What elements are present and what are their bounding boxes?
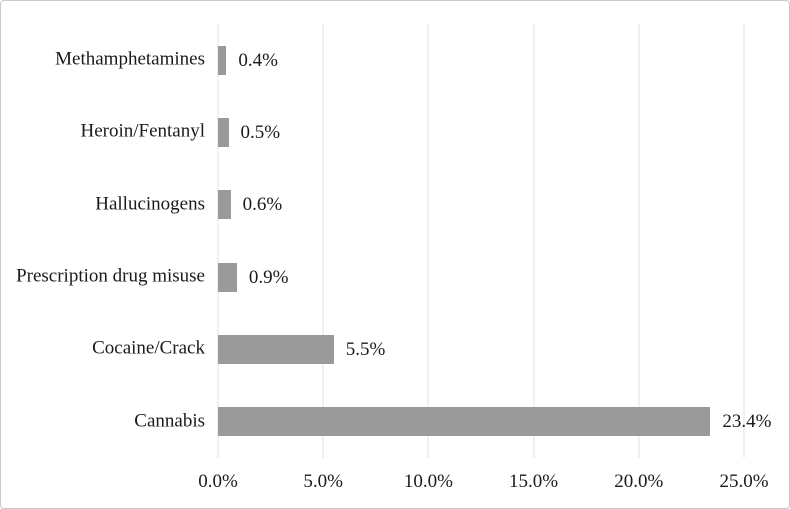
bar-row: Cocaine/Crack 5.5% xyxy=(92,313,744,385)
bar xyxy=(218,334,334,364)
bar-row: Heroin/Fentanyl 0.5% xyxy=(80,96,744,168)
bar xyxy=(218,45,227,75)
value-label: 0.6% xyxy=(242,194,283,216)
bar-row: Hallucinogens 0.6% xyxy=(95,169,744,241)
bar-row: Prescription drug misuse 0.9% xyxy=(16,241,744,313)
category-label: Cannabis xyxy=(134,410,205,432)
category-label: Heroin/Fentanyl xyxy=(80,121,205,143)
gridline xyxy=(427,24,429,458)
gridline xyxy=(638,24,640,458)
bar xyxy=(218,262,237,292)
gridline xyxy=(743,24,745,458)
value-label: 23.4% xyxy=(722,411,772,433)
category-label: Prescription drug misuse xyxy=(16,265,205,287)
x-tick-label: 20.0% xyxy=(614,471,664,492)
value-label: 5.5% xyxy=(345,338,386,360)
x-tick-label: 5.0% xyxy=(303,471,343,492)
bar xyxy=(218,117,229,147)
value-label: 0.4% xyxy=(238,49,278,71)
x-tick-label: 0.0% xyxy=(198,471,238,492)
gridlines xyxy=(217,24,745,458)
value-label: 0.9% xyxy=(248,266,289,288)
value-label: 0.5% xyxy=(240,121,281,143)
bar-row: Methamphetamines 0.4% xyxy=(55,24,744,96)
gridline xyxy=(533,24,535,458)
plot-area: Methamphetamines 0.4% Heroin/Fentanyl 0.5% H… xyxy=(16,24,771,491)
bar-rows: Methamphetamines 0.4% Heroin/Fentanyl 0.5% H… xyxy=(16,24,771,458)
gridline xyxy=(217,24,219,458)
x-tick-label: 15.0% xyxy=(509,471,559,492)
bar xyxy=(218,190,231,220)
bar-row: Cannabis 23.4% xyxy=(134,386,771,458)
category-label: Methamphetamines xyxy=(55,48,205,70)
gridline xyxy=(322,24,324,458)
category-label: Cocaine/Crack xyxy=(92,338,205,360)
category-label: Hallucinogens xyxy=(95,193,205,215)
x-axis: 0.0% 5.0% 10.0% 15.0% 20.0% 25.0% xyxy=(198,458,768,498)
x-tick-label: 10.0% xyxy=(403,471,453,492)
x-tick-label: 25.0% xyxy=(719,471,769,492)
bar xyxy=(218,407,711,437)
